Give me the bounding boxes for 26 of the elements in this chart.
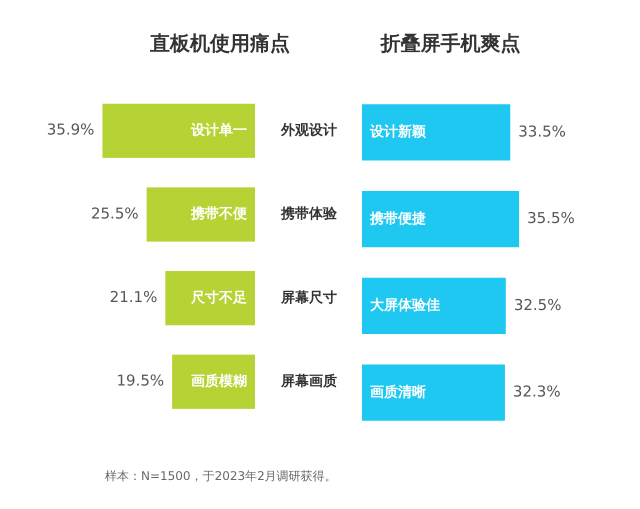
data-label: 32.3% xyxy=(512,382,561,401)
data-label: 25.5% xyxy=(90,204,139,222)
annotation: 尺寸不足 xyxy=(190,290,247,306)
annotation: 设计单一 xyxy=(190,122,247,138)
y-tick-label: 外观设计 xyxy=(280,122,337,138)
data-label: 21.1% xyxy=(110,288,158,306)
y-tick-label: 屏幕尺寸 xyxy=(280,290,337,306)
data-label: 32.5% xyxy=(514,296,562,314)
data-label: 33.5% xyxy=(518,122,566,140)
chart-title: 折叠屏手机爽点 xyxy=(380,31,520,56)
y-tick-label: 屏幕画质 xyxy=(280,372,337,390)
data-label: 35.9% xyxy=(46,120,94,139)
annotation: 携带不便 xyxy=(190,205,247,222)
data-label: 35.5% xyxy=(527,209,575,228)
annotation: 设计新颖 xyxy=(369,123,427,140)
text: 样本：N=1500，于2023年2月调研获得。 xyxy=(105,468,337,485)
annotation: 大屏体验佳 xyxy=(370,298,440,314)
chart-title: 直板机使用痛点 xyxy=(149,31,290,56)
bar xyxy=(146,187,255,242)
data-label: 19.5% xyxy=(116,372,164,390)
bar xyxy=(165,271,255,326)
bar xyxy=(102,104,255,158)
annotation: 画质模糊 xyxy=(191,372,247,390)
annotation: 画质清晰 xyxy=(370,383,426,400)
y-tick-label: 携带体验 xyxy=(280,205,338,222)
annotation: 携带便捷 xyxy=(369,210,426,227)
